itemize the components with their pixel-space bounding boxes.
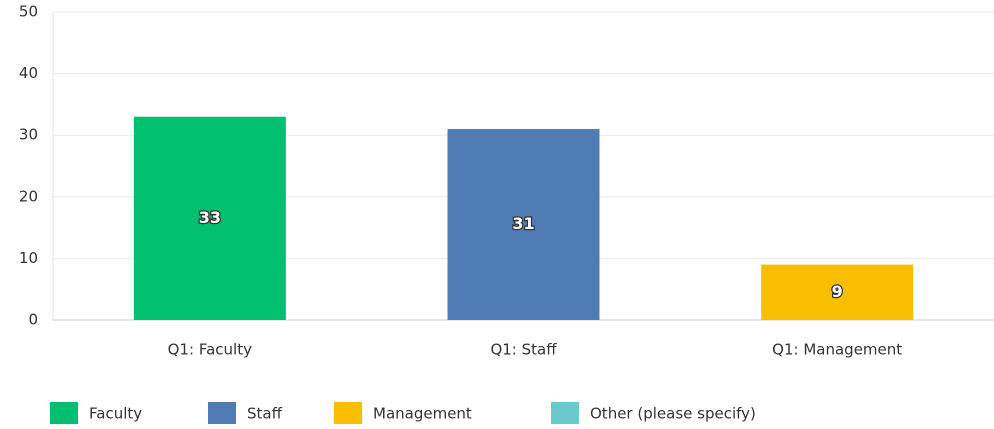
bar	[447, 129, 600, 320]
x-tick-label: Q1: Management	[772, 341, 902, 359]
y-tick-label: 20	[19, 187, 38, 205]
data-label: 33	[199, 208, 221, 227]
legend-label: Staff	[247, 405, 283, 423]
legend-swatch	[551, 402, 579, 424]
bar	[133, 116, 286, 320]
bar	[761, 264, 914, 320]
legend-label: Management	[373, 405, 472, 423]
y-tick-label: 40	[19, 64, 38, 82]
legend-label: Other (please specify)	[590, 405, 756, 423]
y-tick-label: 0	[28, 311, 38, 329]
data-label: 31	[512, 214, 534, 233]
legend-swatch	[50, 402, 78, 424]
legend-swatch	[334, 402, 362, 424]
legend-swatch	[208, 402, 236, 424]
x-tick-label: Q1: Staff	[490, 341, 557, 359]
data-label: 9	[832, 282, 843, 301]
legend-label: Faculty	[89, 405, 142, 423]
y-tick-label: 10	[19, 249, 38, 267]
x-tick-label: Q1: Faculty	[168, 341, 252, 359]
y-tick-label: 50	[19, 3, 38, 21]
y-tick-label: 30	[19, 126, 38, 144]
